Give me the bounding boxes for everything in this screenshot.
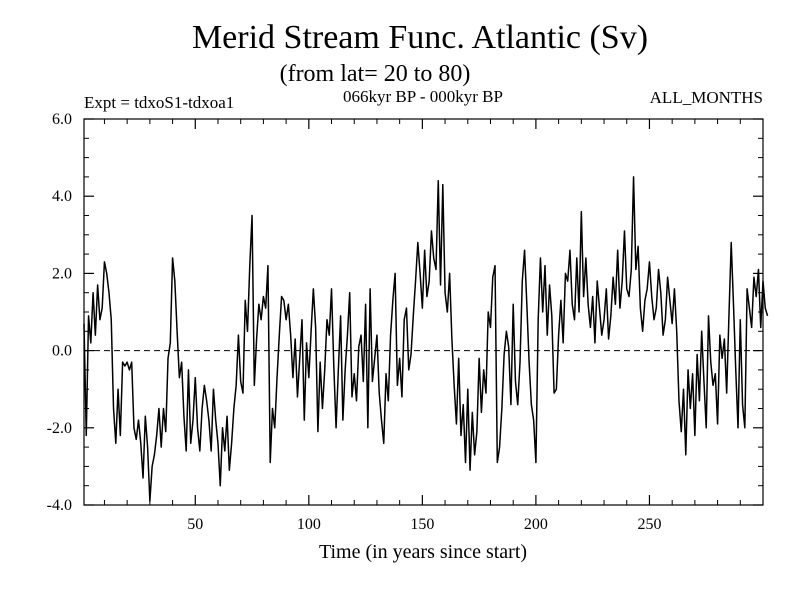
data-layer (83, 176, 769, 502)
plot-frame (83, 118, 764, 506)
y-tick-label: 4.0 (52, 188, 72, 205)
y-tick-label: 0.0 (52, 343, 72, 360)
x-axis-label: Time (in years since start) (319, 541, 527, 563)
time-range-label: 066kyr BP - 000kyr BP (343, 87, 503, 106)
y-tick-label: -4.0 (47, 497, 72, 514)
x-tick-label: 50 (187, 516, 203, 533)
series-line (83, 176, 769, 502)
chart-subtitle: (from lat= 20 to 80) (280, 61, 471, 87)
chart-title: Merid Stream Func. Atlantic (Sv) (192, 19, 648, 56)
y-tick-label: 6.0 (52, 111, 72, 128)
x-tick-label: 100 (297, 516, 321, 533)
x-tick-label: 200 (524, 516, 548, 533)
months-label: ALL_MONTHS (650, 88, 763, 107)
axes: 50 100 150 200 250 -4.0 -2.0 0.0 2.0 4.0 6.0 (47, 111, 763, 533)
y-tick-label: 2.0 (52, 265, 72, 282)
x-tick-label: 150 (410, 516, 434, 533)
x-tick-label: 250 (637, 516, 661, 533)
experiment-label: Expt = tdxoS1-tdxoa1 (84, 93, 234, 112)
y-tick-label: -2.0 (47, 420, 72, 437)
